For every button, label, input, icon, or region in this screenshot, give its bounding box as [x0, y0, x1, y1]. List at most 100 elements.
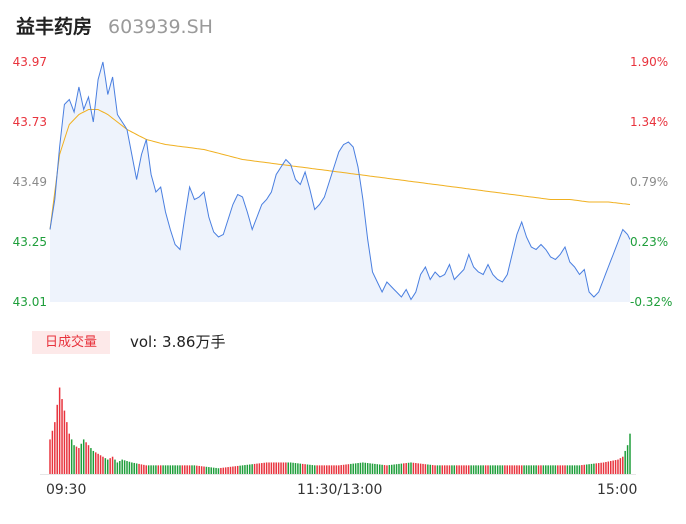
- volume-bar: [265, 462, 268, 474]
- price-tick-label: 43.25: [12, 235, 47, 249]
- volume-bar: [167, 465, 169, 474]
- stock-code: 603939.SH: [108, 16, 213, 38]
- volume-bar: [557, 465, 559, 474]
- price-tick-label: 43.97: [12, 55, 47, 69]
- volume-bar: [347, 464, 350, 474]
- volume-bar: [251, 464, 253, 474]
- volume-bar: [520, 465, 523, 474]
- volume-bar: [455, 465, 458, 474]
- volume-bar: [285, 462, 287, 474]
- volume-bar: [424, 464, 427, 474]
- volume-bar: [128, 461, 131, 474]
- volume-bar: [75, 446, 78, 474]
- volume-bar: [181, 465, 184, 474]
- volume-bar: [364, 462, 367, 474]
- volume-bar: [494, 465, 496, 474]
- volume-bar: [564, 465, 566, 474]
- volume-bar: [407, 462, 410, 474]
- volume-bar: [191, 465, 193, 474]
- volume-bar: [468, 465, 470, 474]
- volume-bar: [523, 465, 525, 474]
- volume-bar: [321, 465, 323, 474]
- volume-bar: [172, 465, 174, 474]
- volume-bar: [102, 456, 104, 474]
- volume-bar: [152, 465, 155, 474]
- volume-bar: [537, 465, 540, 474]
- volume-bar: [289, 462, 292, 474]
- volume-bar: [227, 467, 229, 474]
- price-tick-label: 43.73: [12, 115, 47, 129]
- volume-bar: [174, 465, 176, 474]
- volume-bar: [273, 462, 275, 474]
- volume-bar: [590, 463, 593, 474]
- volume-bar: [376, 464, 379, 474]
- volume-bar: [299, 463, 302, 474]
- volume-bar: [410, 462, 412, 474]
- volume-bar: [155, 465, 157, 474]
- volume-bar: [451, 465, 453, 474]
- daily-volume-tab[interactable]: 日成交量: [32, 331, 110, 354]
- volume-bar: [275, 462, 277, 474]
- volume-bar: [244, 465, 246, 474]
- volume-bar: [480, 465, 482, 474]
- volume-bar: [388, 465, 391, 474]
- volume-bar: [439, 465, 441, 474]
- volume-bar: [386, 465, 388, 474]
- volume-bar: [253, 463, 256, 474]
- volume-bar: [362, 462, 364, 474]
- volume-bar: [412, 462, 415, 474]
- volume-bar: [90, 448, 92, 474]
- volume-bar: [552, 465, 554, 474]
- volume-bar: [626, 445, 629, 474]
- volume-bar: [196, 465, 198, 474]
- volume-bar: [133, 462, 135, 474]
- volume-bar: [540, 465, 542, 474]
- volume-bar: [85, 442, 87, 474]
- volume-bar: [429, 464, 431, 474]
- volume-bar: [318, 465, 321, 474]
- volume-bar: [123, 460, 126, 474]
- volume-bar: [54, 422, 56, 474]
- volume-bar: [508, 465, 511, 474]
- volume-bar: [614, 460, 617, 474]
- volume-bar: [366, 463, 369, 474]
- volume-bar: [232, 466, 234, 474]
- price-area-fill: [50, 62, 630, 302]
- volume-bar: [475, 465, 477, 474]
- volume-bar: [70, 439, 73, 474]
- volume-bar: [427, 464, 429, 474]
- volume-bar: [270, 462, 273, 474]
- volume-bar: [297, 463, 299, 474]
- volume-bar: [516, 465, 518, 474]
- volume-bar: [164, 465, 167, 474]
- volume-bar: [619, 458, 622, 474]
- volume-bar: [104, 458, 107, 474]
- volume-bar: [578, 465, 581, 474]
- volume-bar: [463, 465, 465, 474]
- volume-bar: [571, 465, 573, 474]
- pct-tick-label: 0.79%: [630, 175, 669, 189]
- volume-bar: [492, 465, 494, 474]
- volume-bar: [287, 462, 289, 474]
- volume-bar: [169, 465, 172, 474]
- volume-bar: [354, 463, 357, 474]
- volume-bar: [460, 465, 463, 474]
- volume-bar: [583, 464, 586, 474]
- volume-bar: [239, 465, 241, 474]
- volume-bar: [92, 450, 95, 474]
- volume-bar: [561, 465, 564, 474]
- volume-bar: [236, 465, 239, 474]
- price-line: [49, 61, 631, 301]
- volume-bar: [472, 465, 475, 474]
- volume-bar: [378, 464, 381, 474]
- volume-bar: [304, 464, 306, 474]
- volume-bar: [94, 452, 97, 474]
- volume-bar: [114, 459, 116, 474]
- volume-bar: [66, 422, 68, 474]
- volume-bar: [417, 463, 419, 474]
- volume-bar: [595, 463, 598, 474]
- price-tick-label: 43.49: [12, 175, 47, 189]
- volume-bar: [200, 466, 203, 474]
- volume-bar: [434, 465, 436, 474]
